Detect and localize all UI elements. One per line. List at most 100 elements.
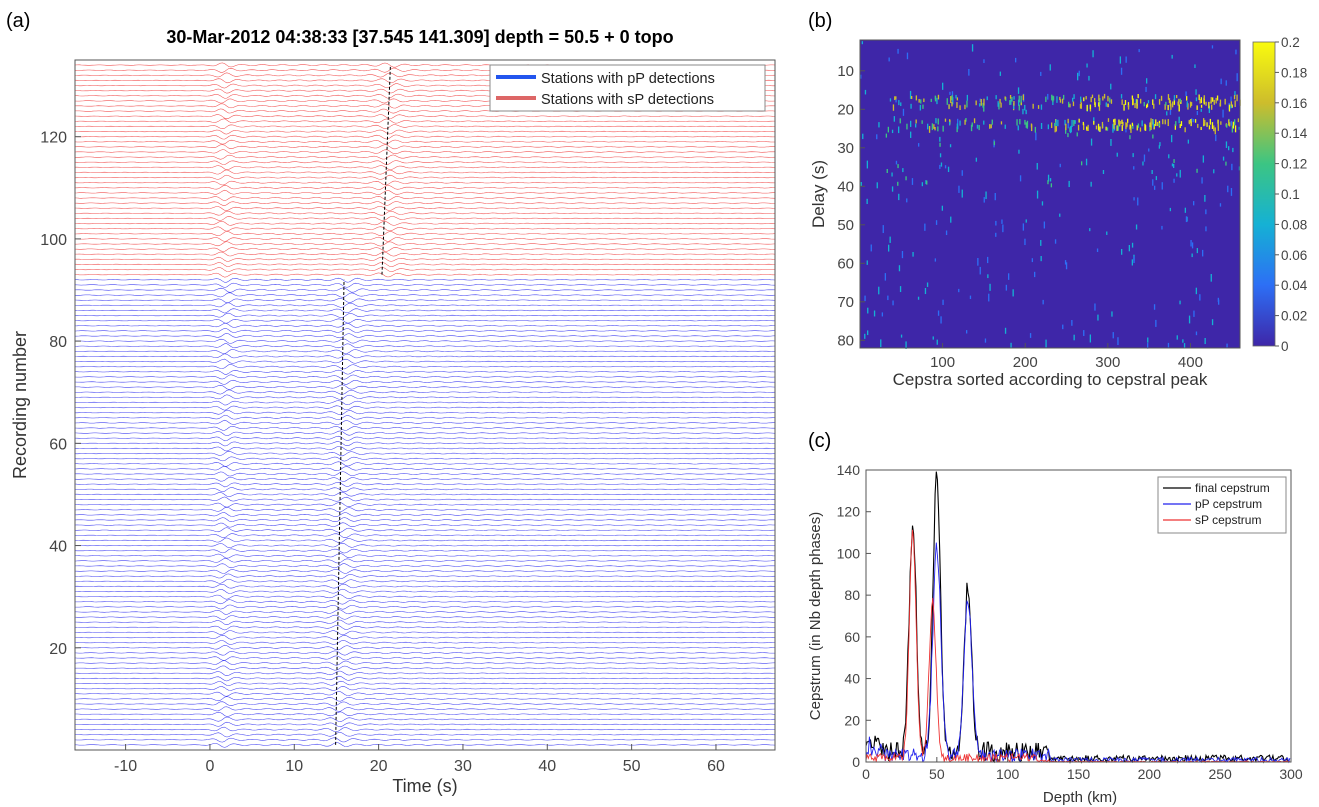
heatmap-cell <box>1159 142 1161 147</box>
heatmap-cell <box>936 339 938 345</box>
heatmap-cell <box>1034 126 1037 133</box>
heatmap-cell <box>1193 310 1195 317</box>
heatmap-cell <box>958 288 960 293</box>
heatmap-cell <box>1154 94 1157 100</box>
trace-line <box>74 706 776 712</box>
trace-line <box>74 537 776 543</box>
heatmap-cell <box>1067 118 1069 124</box>
heatmap-cell <box>998 103 1000 110</box>
heatmap-cell <box>1093 120 1095 125</box>
heatmap-cell <box>931 123 934 131</box>
heatmap-cell <box>1090 138 1093 146</box>
heatmap-cell <box>1146 104 1148 109</box>
trace-line <box>75 553 776 559</box>
heatmap-cell <box>1148 148 1150 152</box>
heatmap-cell <box>1127 105 1130 110</box>
heatmap-cell <box>983 197 985 203</box>
heatmap-cell <box>989 124 991 129</box>
x-tick-label: 100 <box>996 766 1020 782</box>
heatmap-cell <box>947 166 950 173</box>
heatmap-cell <box>1082 121 1085 126</box>
trace-line <box>74 298 776 304</box>
heatmap-cell <box>1096 248 1099 252</box>
trace-line <box>75 226 776 232</box>
heatmap-cell <box>1054 122 1056 127</box>
heatmap-cell <box>1019 119 1021 125</box>
trace-line <box>74 583 775 589</box>
y-tick-label: 50 <box>837 217 854 234</box>
heatmap-cell <box>965 118 967 122</box>
heatmap-cell <box>1220 78 1222 85</box>
heatmap-cell <box>1234 119 1236 126</box>
heatmap-cell <box>1105 126 1107 131</box>
heatmap-cell <box>1036 190 1039 199</box>
heatmap-cell <box>1124 100 1127 105</box>
heatmap-cell <box>999 98 1001 104</box>
heatmap-cell <box>1194 64 1196 69</box>
panel-c-x-ticks: 0 50 100 150 200 250 300 <box>862 757 1303 782</box>
heatmap-cell <box>915 119 917 124</box>
heatmap-cell <box>1211 45 1214 49</box>
heatmap-cell <box>864 295 866 302</box>
heatmap-cell <box>1231 125 1234 133</box>
heatmap-cell <box>1051 94 1053 101</box>
heatmap-cell <box>1089 104 1092 110</box>
heatmap-cell <box>933 124 935 129</box>
trace-line <box>74 333 776 339</box>
heatmap-cell <box>888 57 890 62</box>
heatmap-cell <box>934 96 937 102</box>
heatmap-cell <box>1179 169 1181 178</box>
heatmap-cell <box>1169 100 1172 107</box>
heatmap-cell <box>918 143 920 147</box>
trace-line <box>75 680 776 686</box>
y-tick-label: 60 <box>837 255 854 272</box>
heatmap-cell <box>1130 126 1132 133</box>
heatmap-cell <box>911 178 914 185</box>
heatmap-cell <box>1010 99 1012 105</box>
heatmap-cell <box>1089 228 1091 232</box>
legend-label-sp-cepstrum: sP cepstrum <box>1195 513 1261 527</box>
heatmap-cell <box>1199 99 1201 104</box>
heatmap-cell <box>951 102 953 107</box>
trace-line <box>74 262 776 267</box>
heatmap-cell <box>1146 103 1149 108</box>
heatmap-cell <box>1112 125 1114 133</box>
panel-c-legend: final cepstrum pP cepstrum sP cepstrum <box>1157 476 1287 534</box>
heatmap-cell <box>1176 335 1178 340</box>
heatmap-cell <box>1190 121 1192 127</box>
x-tick-label: 100 <box>930 354 955 371</box>
heatmap-cell <box>944 118 947 122</box>
heatmap-cell <box>1153 124 1155 130</box>
heatmap-cell <box>900 334 903 338</box>
panel-a-title: 30-Mar-2012 04:38:33 [37.545 141.309] de… <box>166 27 673 47</box>
heatmap-cell <box>1093 117 1095 124</box>
heatmap-cell <box>921 120 923 124</box>
heatmap-cell <box>1131 259 1134 266</box>
heatmap-cell <box>1097 123 1100 131</box>
heatmap-cell <box>940 316 942 324</box>
heatmap-cell <box>1132 98 1135 105</box>
heatmap-cell <box>1152 119 1154 126</box>
heatmap-cell <box>1123 104 1125 111</box>
heatmap-cell <box>894 96 896 101</box>
heatmap-cell <box>926 282 929 287</box>
trace-line <box>74 400 776 406</box>
heatmap-cell <box>1013 101 1015 106</box>
heatmap-cell <box>983 120 985 125</box>
heatmap-cell <box>1065 127 1067 134</box>
heatmap-cell <box>1149 125 1151 132</box>
heatmap-cell <box>1070 125 1072 133</box>
heatmap-cell <box>1224 98 1226 105</box>
heatmap-cell <box>1213 99 1215 105</box>
heatmap-cell <box>982 102 984 108</box>
heatmap-cell <box>1217 119 1219 124</box>
heatmap-cell <box>1164 104 1166 110</box>
heatmap-cell <box>939 153 942 158</box>
heatmap-cell <box>1055 126 1058 132</box>
heatmap-cell <box>1219 203 1222 207</box>
trace-line <box>74 210 776 216</box>
heatmap-cell <box>1040 123 1043 129</box>
trace-line <box>74 196 776 201</box>
trace-line <box>74 496 775 502</box>
heatmap-cell <box>1047 174 1050 182</box>
